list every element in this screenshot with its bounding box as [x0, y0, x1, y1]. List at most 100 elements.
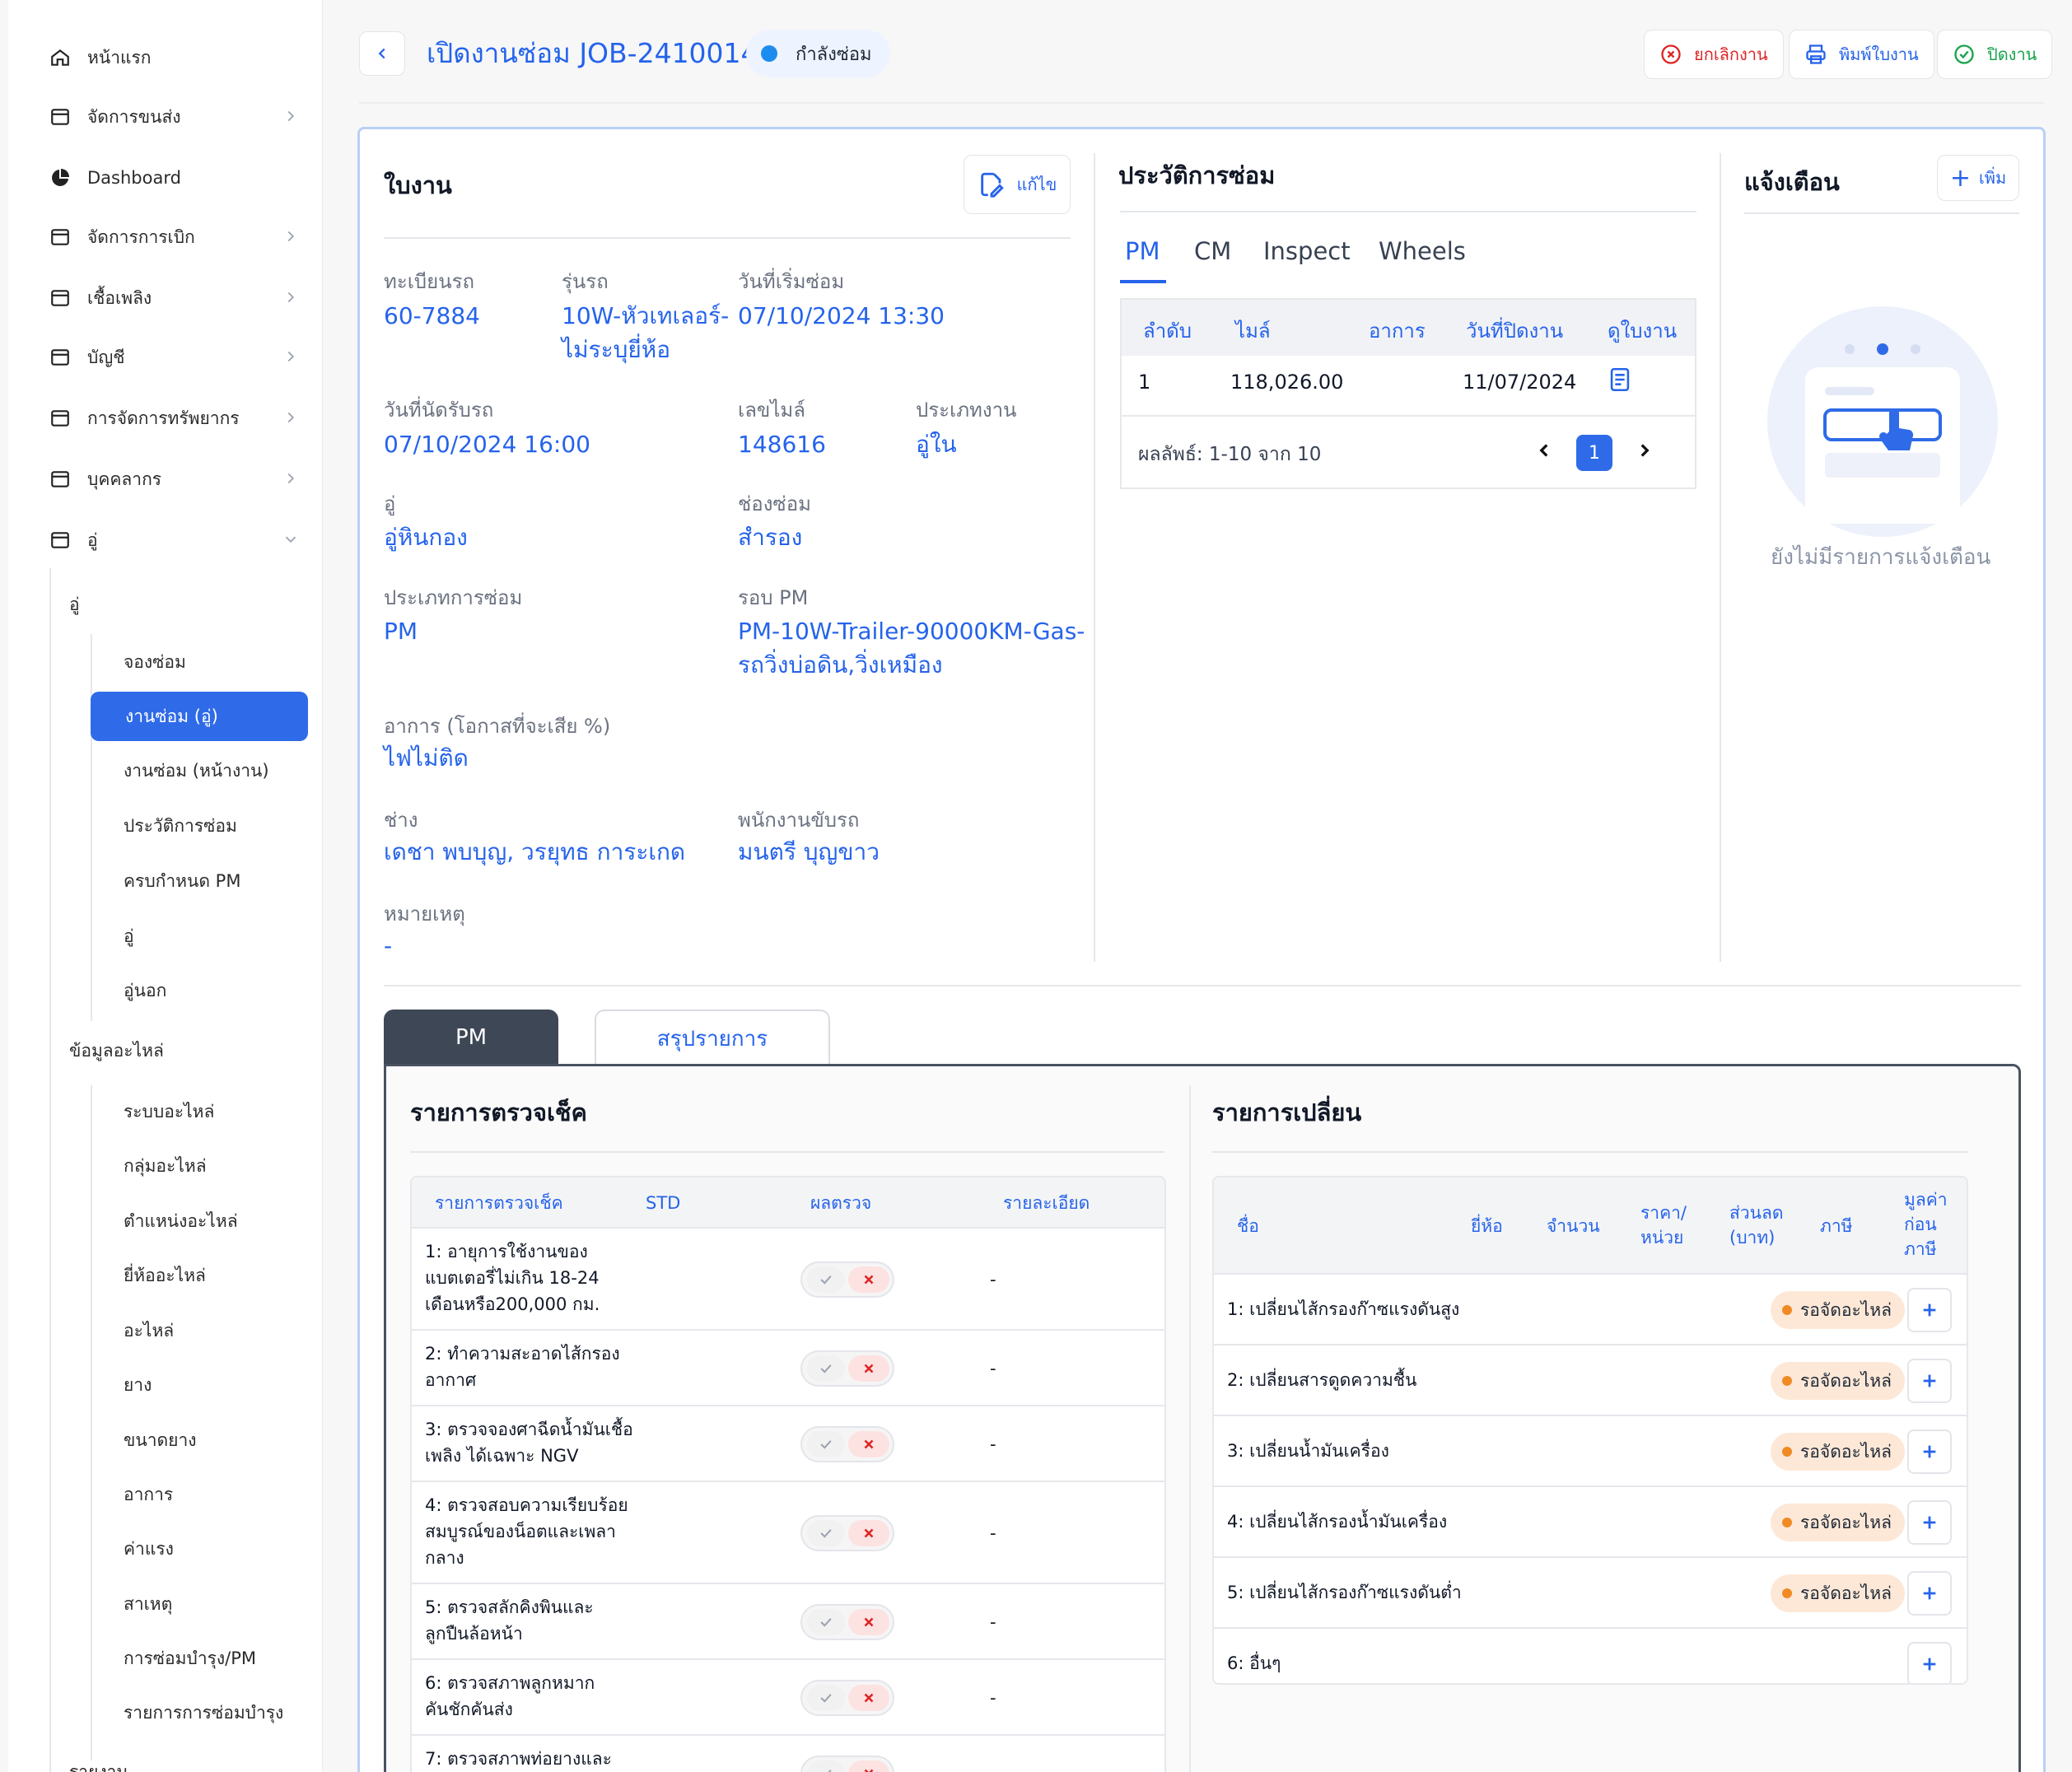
check-icon[interactable]	[807, 1609, 845, 1635]
sidebar-sub-item[interactable]: จองซ่อม	[124, 651, 186, 672]
sidebar-sub-item[interactable]: อาการ	[124, 1484, 174, 1504]
sidebar-item-garage[interactable]: อู่	[48, 522, 310, 558]
sidebar-sub-item[interactable]: อู่	[124, 926, 134, 946]
close-icon[interactable]	[848, 1431, 889, 1457]
table-row: 3: เปลี่ยนน้ำมันเครื่อง รอจัดอะไหล่	[1214, 1416, 1967, 1487]
check-detail: -	[990, 1612, 996, 1632]
sidebar-item-account[interactable]: บัญชี	[48, 339, 310, 375]
close-job-button[interactable]: ปิดงาน	[1937, 30, 2053, 79]
tab-wheels[interactable]: Wheels	[1379, 237, 1466, 265]
sidebar-sub-item[interactable]: การซ่อมบำรุง/PM	[124, 1648, 257, 1668]
sidebar-sub-item[interactable]: ตำแหน่งอะไหล่	[124, 1210, 238, 1231]
col-mile: ไมล์	[1235, 319, 1271, 343]
add-part-button[interactable]	[1907, 1500, 1952, 1545]
check-icon[interactable]	[807, 1685, 845, 1711]
add-part-button[interactable]	[1907, 1642, 1952, 1683]
sidebar-item-label: บัญชี	[87, 347, 125, 367]
edit-job-button[interactable]: แก้ไข	[964, 155, 1071, 214]
sidebar-item-personnel[interactable]: บุคคลากร	[48, 461, 310, 497]
add-part-button[interactable]	[1907, 1571, 1952, 1616]
sidebar-group-parts[interactable]: ข้อมูลอะไหล่	[69, 1041, 164, 1061]
sidebar-item-home[interactable]: หน้าแรก	[48, 40, 310, 76]
sidebar-sub-item[interactable]: ยี่ห้ออะไหล่	[124, 1265, 206, 1285]
tab-summary[interactable]: สรุปรายการ	[595, 1010, 830, 1066]
check-icon[interactable]	[807, 1760, 845, 1772]
add-part-button[interactable]	[1907, 1288, 1952, 1332]
sidebar-sub-item-active[interactable]: งานซ่อม (อู่)	[91, 692, 308, 741]
sidebar-sub-item[interactable]: ครบกำหนด PM	[124, 870, 241, 891]
sidebar-item-requisition[interactable]: จัดการการเบิก	[48, 219, 310, 255]
edit-file-icon	[980, 172, 1004, 198]
mile-value: 148616	[738, 431, 826, 458]
add-part-button[interactable]	[1907, 1429, 1952, 1474]
close-icon[interactable]	[848, 1520, 889, 1546]
prev-page-icon[interactable]	[1533, 440, 1555, 464]
sidebar-sub-item[interactable]: งานซ่อม (หน้างาน)	[124, 760, 269, 781]
sidebar-sub-item[interactable]: ยาง	[124, 1374, 152, 1395]
sidebar-item-transport[interactable]: จัดการขนส่ง	[48, 99, 310, 135]
check-icon[interactable]	[807, 1355, 845, 1382]
tab-pm-detail[interactable]: PM	[384, 1010, 558, 1066]
check-icon[interactable]	[807, 1431, 845, 1457]
col-pretax: ภาษี	[1904, 1239, 1937, 1259]
result-toggle[interactable]	[800, 1680, 894, 1716]
sidebar-sub-item[interactable]: อู่นอก	[124, 980, 167, 1000]
sidebar-sub-item[interactable]: ขนาดยาง	[124, 1429, 197, 1450]
tab-inspect[interactable]: Inspect	[1263, 237, 1351, 265]
table-row: 3: ตรวจจองศาฉีดน้ำมันเชื้อ เพลิง ได้เฉพา…	[412, 1406, 1164, 1482]
sidebar-group-garage[interactable]: อู่	[69, 595, 80, 614]
col-name: ชื่อ	[1237, 1216, 1259, 1236]
table-row: 5: เปลี่ยนไส้กรองก๊าซแรงดันต่ำ รอจัดอะไห…	[1214, 1558, 1967, 1629]
check-item-text: 6: ตรวจสภาพลูกหมาก	[425, 1673, 595, 1693]
status-text: รอจัดอะไหล่	[1800, 1441, 1892, 1462]
sidebar-sub-item[interactable]: อะไหล่	[124, 1320, 175, 1341]
sidebar-item-fuel[interactable]: เชื้อเพลิง	[48, 280, 310, 316]
sidebar-sub-item[interactable]: ค่าแรง	[124, 1538, 174, 1559]
check-icon[interactable]	[807, 1520, 845, 1546]
sidebar-sub-item[interactable]: กลุ่มอะไหล่	[124, 1155, 207, 1176]
bay-label: ช่องซ่อม	[738, 492, 811, 515]
result-toggle[interactable]	[800, 1261, 894, 1298]
status-dot	[1782, 1305, 1792, 1315]
check-icon[interactable]	[807, 1266, 845, 1293]
tab-pm[interactable]: PM	[1125, 237, 1160, 265]
sidebar-group-report[interactable]: รายงาน	[69, 1762, 128, 1772]
close-icon[interactable]	[848, 1609, 889, 1635]
history-table: ลำดับ ไมล์ อาการ วันที่ปิดงาน ดูใบงาน 1 …	[1120, 298, 1696, 489]
table-row: 4: ตรวจสอบความเรียบร้อย สมบูรณ์ของน็อตแล…	[412, 1482, 1164, 1584]
result-toggle[interactable]	[800, 1426, 894, 1462]
changes-table: ชื่อ ยี่ห้อ จำนวน ราคา/ หน่วย ส่วนลด (บา…	[1212, 1176, 1968, 1685]
sidebar-item-resources[interactable]: การจัดการทรัพยากร	[48, 400, 310, 436]
add-alert-button[interactable]: + เพิ่ม	[1937, 155, 2019, 201]
result-toggle[interactable]	[800, 1350, 894, 1387]
checklist-title: รายการตรวจเช็ค	[410, 1098, 587, 1126]
page-button[interactable]: 1	[1576, 435, 1612, 471]
view-document-icon[interactable]	[1606, 366, 1634, 399]
window-icon	[48, 286, 72, 310]
print-job-button[interactable]: พิมพ์ใบงาน	[1789, 30, 1934, 79]
sidebar-sub-item[interactable]: ระบบอะไหล่	[124, 1101, 215, 1121]
close-icon[interactable]	[848, 1760, 889, 1772]
add-part-button[interactable]	[1907, 1359, 1952, 1403]
close-icon[interactable]	[848, 1685, 889, 1711]
back-button[interactable]	[359, 31, 405, 76]
tab-cm[interactable]: CM	[1194, 237, 1232, 265]
status-badge: รอจัดอะไหล่	[1771, 1433, 1905, 1471]
edit-job-label: แก้ไข	[1016, 175, 1057, 194]
plus-icon	[1923, 1587, 1936, 1600]
close-icon[interactable]	[848, 1266, 889, 1293]
appt-value: 07/10/2024 16:00	[384, 431, 590, 458]
close-icon[interactable]	[848, 1355, 889, 1382]
sidebar-sub-item[interactable]: ประวัติการซ่อม	[124, 815, 237, 836]
sidebar-sub-item[interactable]: รายการการซ่อมบำรุง	[124, 1702, 284, 1723]
cancel-job-button[interactable]: ยกเลิกงาน	[1644, 30, 1784, 79]
sidebar-sub-item[interactable]: สาเหตุ	[124, 1593, 173, 1614]
table-row: 2: เปลี่ยนสารดูดความชื้น รอจัดอะไหล่	[1214, 1345, 1967, 1416]
next-page-icon[interactable]	[1634, 440, 1655, 464]
result-toggle[interactable]	[800, 1604, 894, 1640]
sidebar-item-dashboard[interactable]: Dashboard	[48, 160, 310, 196]
appt-label: วันที่นัดรับรถ	[384, 399, 494, 422]
result-toggle[interactable]	[800, 1515, 894, 1551]
result-toggle[interactable]	[800, 1756, 894, 1772]
table-row: 6: อื่นๆ	[1214, 1629, 1967, 1683]
